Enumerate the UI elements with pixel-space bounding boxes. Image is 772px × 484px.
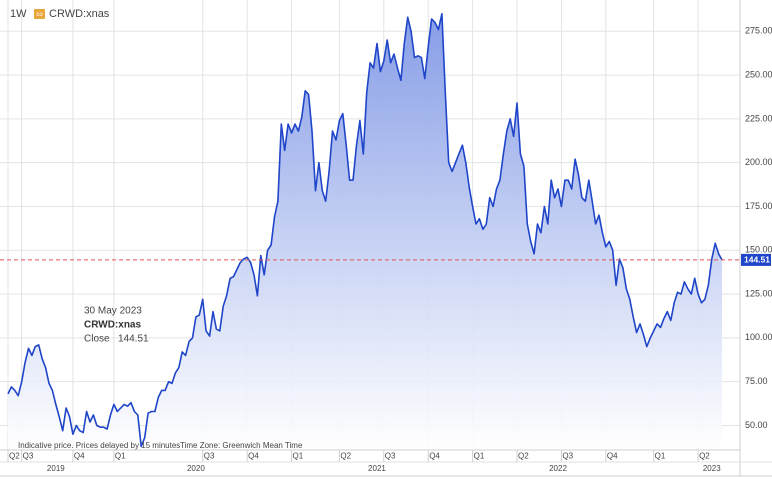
x-tick-label: Q3 — [562, 452, 573, 461]
y-tick-label: 200.00 — [745, 157, 772, 167]
x-tick-label: Q1 — [474, 452, 485, 461]
x-tick-label: Q3 — [204, 452, 215, 461]
footer-note: Indicative price. Prices delayed by 15 m… — [18, 441, 180, 450]
x-tick-label: Q2 — [518, 452, 529, 461]
x-tick-label: Q4 — [429, 452, 440, 461]
y-tick-label: 75.00 — [745, 376, 768, 386]
x-tick-label: Q1 — [115, 452, 126, 461]
area — [8, 13, 722, 451]
x-tick-label: Q4 — [607, 452, 618, 461]
y-tick-label: 125.00 — [745, 288, 772, 298]
tooltip-field: Close — [84, 334, 110, 345]
axes: 50.00 75.00 100.00 125.00 150.00 175.00 200.00… — [7, 26, 772, 473]
year-label: 2021 — [368, 464, 386, 473]
tooltip-date: 30 May 2023 — [84, 306, 142, 317]
year-label: 2022 — [549, 464, 567, 473]
tooltip-value: 144.51 — [118, 334, 149, 345]
x-tick-label: Q4 — [248, 452, 259, 461]
x-tick-label: Q1 — [293, 452, 304, 461]
line — [7, 13, 723, 448]
x-tick-label: Q3 — [23, 452, 34, 461]
last-price-box — [741, 253, 771, 266]
year-label: 2020 — [187, 464, 205, 473]
interval: 1W — [10, 8, 27, 20]
badge-text: co — [36, 12, 43, 18]
x-tick-label: Q4 — [74, 452, 85, 461]
y-tick-label: 250.00 — [745, 69, 772, 79]
year-label: 2023 — [703, 464, 721, 473]
x-tick-label: Q3 — [385, 452, 396, 461]
year-label: 2019 — [47, 464, 65, 473]
plot — [0, 13, 740, 451]
y-tick-label: 50.00 — [745, 420, 768, 430]
last-price-label: 144.51 — [744, 255, 770, 265]
y-tick-label: 225.00 — [745, 113, 772, 123]
tooltip: 30 May 2023 CRWD:xnas Close 144.51 — [84, 306, 149, 345]
legend-entry: CRWD:xnas — [49, 8, 110, 20]
x-tick-label: Q2 — [699, 452, 710, 461]
y-tick-label: 175.00 — [745, 201, 772, 211]
x-tick-label: Q2 — [9, 452, 20, 461]
badge — [34, 9, 45, 19]
tooltip-symbol: CRWD:xnas — [84, 320, 141, 331]
y-tick-label: 150.00 — [745, 245, 772, 255]
x-tick-label: Q1 — [655, 452, 666, 461]
footer-note: Time Zone: Greenwich Mean Time — [180, 441, 303, 450]
y-tick-label: 100.00 — [745, 332, 772, 342]
x-tick-label: Q2 — [340, 452, 351, 461]
y-tick-label: 275.00 — [745, 26, 772, 36]
